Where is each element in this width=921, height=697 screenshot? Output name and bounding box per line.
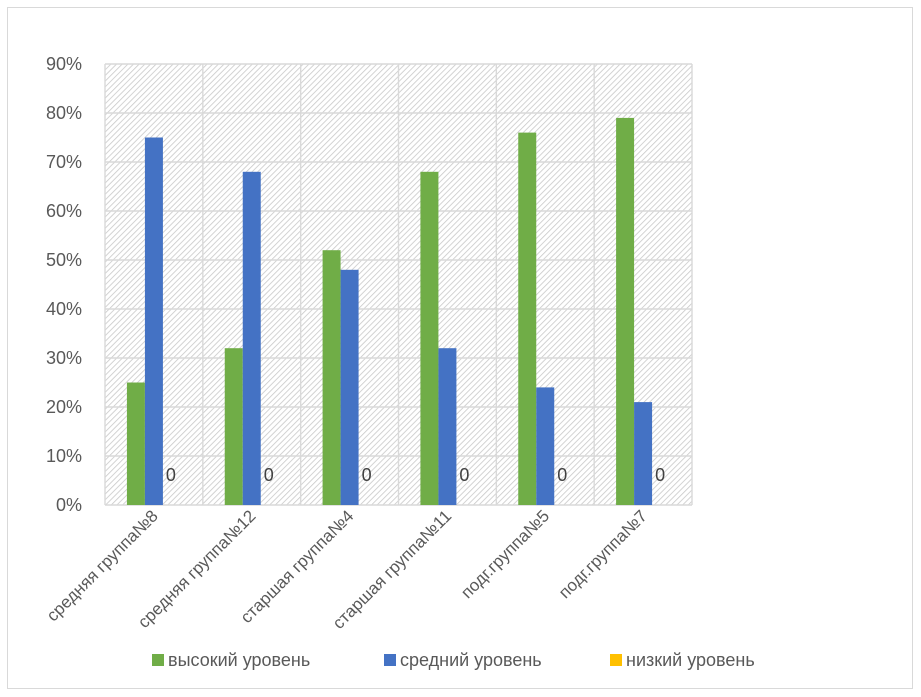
legend-swatch [152,654,164,666]
gridlines [104,63,693,506]
bar-medium [438,348,457,505]
bar-high [420,171,439,506]
data-label-low: 0 [362,465,372,485]
y-tick-label: 10% [46,446,82,466]
y-tick-label: 50% [46,250,82,270]
x-category-label: подг.группа№7 [555,506,651,602]
legend-label: низкий уровень [626,650,755,670]
data-label-low: 0 [557,465,567,485]
y-tick-label: 40% [46,299,82,319]
legend: высокий уровень средний уровень низкий уро… [152,650,755,670]
y-tick-label: 20% [46,397,82,417]
data-label-low: 0 [264,465,274,485]
y-tick-label: 0% [56,495,82,515]
data-label-low: 0 [655,465,665,485]
data-label-low: 0 [459,465,469,485]
y-tick-label: 90% [46,54,82,74]
y-tick-label: 80% [46,103,82,123]
legend-label: средний уровень [400,650,542,670]
bar-medium [340,269,359,505]
y-tick-label: 60% [46,201,82,221]
legend-swatch [384,654,396,666]
bars [126,117,653,506]
y-tick-label: 30% [46,348,82,368]
legend-swatch [610,654,622,666]
bar-medium [536,387,555,505]
bar-medium [242,171,261,506]
bar-high [322,250,341,505]
y-axis-ticks: 0% 10% 20% 30% 40% 50% 60% 70% 80% 90% [46,54,82,515]
bar-high [224,348,243,505]
data-label-low: 0 [166,465,176,485]
bar-high [616,117,635,506]
bar-chart: 0 0 0 0 0 0 0% 10% 20% 30% 40% 50% 60% 70% 80% 90% сре… [43,54,755,670]
bar-medium [634,402,653,505]
bar-medium [144,137,163,505]
bar-high [518,132,537,505]
bar-high [126,382,145,505]
legend-label: высокий уровень [168,650,310,670]
y-tick-label: 70% [46,152,82,172]
chart-frame: 0 0 0 0 0 0 0% 10% 20% 30% 40% 50% 60% 70% 80% 90% сре… [7,7,913,689]
x-category-label: подг.группа№5 [457,506,553,602]
data-labels: 0 0 0 0 0 0 [166,465,665,485]
